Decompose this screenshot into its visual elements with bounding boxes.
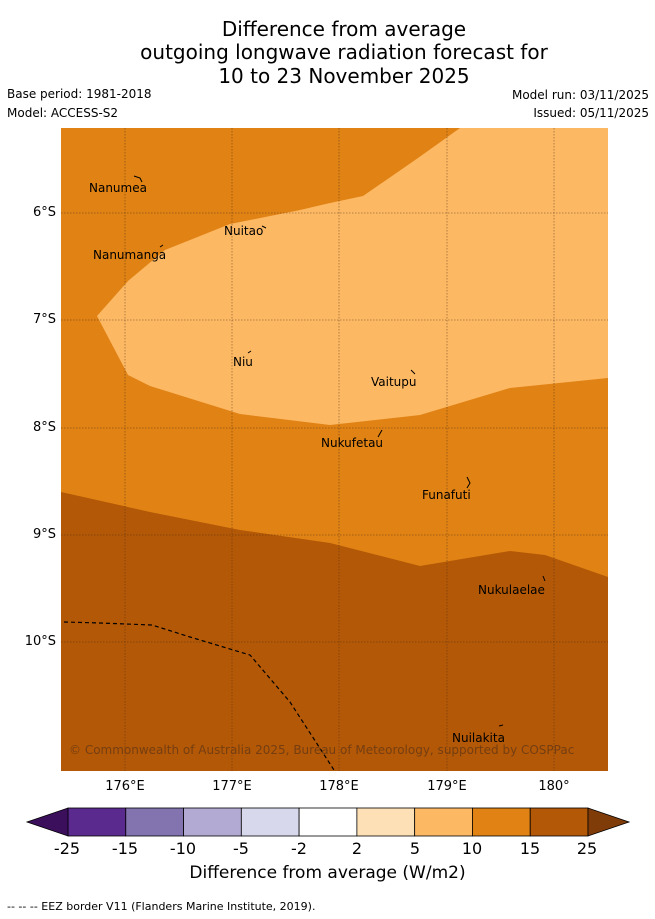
lat-label: 7°S bbox=[32, 312, 56, 327]
title-line-2: outgoing longwave radiation forecast for bbox=[140, 40, 548, 64]
colorbar-swatch bbox=[472, 807, 531, 837]
place-labels: Nanumea Nuitao Nanumanga Niu Vaitupu Nuk… bbox=[89, 181, 545, 745]
place-label: Nanumea bbox=[89, 181, 147, 195]
place-label: Niu bbox=[233, 355, 253, 369]
island-nuitao bbox=[261, 225, 267, 229]
colorbar-swatch bbox=[125, 807, 184, 837]
colorbar-high-extension bbox=[587, 807, 631, 837]
colorbar-tick-label: -2 bbox=[291, 839, 307, 858]
place-label: Nuilakita bbox=[452, 731, 505, 745]
island-nukufetau bbox=[377, 429, 383, 438]
copyright-notice: © Commonwealth of Australia 2025, Bureau… bbox=[69, 743, 574, 757]
zone-5-10 bbox=[97, 128, 608, 425]
colorbar-tick-label: 10 bbox=[461, 839, 483, 858]
colorbar-swatch bbox=[356, 807, 416, 837]
map-gridlines bbox=[61, 128, 608, 771]
island-nuilakita bbox=[498, 724, 504, 727]
colorbar-swatch bbox=[298, 807, 358, 837]
colorbar-swatch bbox=[183, 807, 242, 837]
island-nukulaelae bbox=[542, 575, 546, 582]
zone-15-25 bbox=[61, 492, 608, 771]
colorbar-tick-label: -15 bbox=[111, 839, 139, 858]
colorbar-tick-label: -10 bbox=[169, 839, 197, 858]
eez-border-line bbox=[63, 621, 335, 771]
lon-label: 176°E bbox=[105, 779, 145, 794]
colorbar-tick-label: 25 bbox=[576, 839, 598, 858]
colorbar-tick-label: -25 bbox=[53, 839, 81, 858]
base-period: Base period: 1981-2018 bbox=[7, 87, 152, 101]
colorbar-title: Difference from average (W/m2) bbox=[189, 863, 466, 883]
model-run: Model run: 03/11/2025 bbox=[511, 88, 649, 102]
colorbar-tick-label: 2 bbox=[351, 839, 363, 858]
island-funafuti bbox=[466, 476, 471, 489]
colorbar-tick-label: 5 bbox=[409, 839, 421, 858]
colorbar-swatch bbox=[240, 807, 300, 837]
island-outlines bbox=[133, 175, 546, 727]
place-label: Funafuti bbox=[422, 488, 471, 502]
place-label: Nanumanga bbox=[93, 248, 166, 262]
lon-label: 180° bbox=[538, 779, 570, 794]
place-label: Nuitao bbox=[224, 224, 263, 238]
colorbar-low-extension bbox=[25, 807, 69, 837]
island-nanumea bbox=[133, 175, 143, 183]
colorbar-tick-label: 15 bbox=[519, 839, 541, 858]
colorbar-swatch bbox=[67, 807, 127, 837]
lat-label: 9°S bbox=[32, 527, 56, 542]
colorbar bbox=[25, 807, 631, 837]
map-plot-area: Nanumea Nuitao Nanumanga Niu Vaitupu Nuk… bbox=[61, 128, 608, 771]
lat-label: 10°S bbox=[24, 634, 56, 649]
island-nanumanga bbox=[159, 244, 164, 248]
colorbar-tick-label: -5 bbox=[233, 839, 249, 858]
colorbar-swatch bbox=[529, 807, 589, 837]
place-label: Nukufetau bbox=[321, 436, 383, 450]
model-name: Model: ACCESS-S2 bbox=[7, 106, 119, 120]
lon-label: 179°E bbox=[427, 779, 467, 794]
lat-label: 8°S bbox=[32, 420, 56, 435]
title-line-3: 10 to 23 November 2025 bbox=[218, 64, 470, 88]
place-label: Nukulaelae bbox=[478, 583, 545, 597]
island-vaitupu bbox=[410, 369, 416, 375]
lon-label: 177°E bbox=[212, 779, 252, 794]
eez-border-note: -- -- -- EEZ border V11 (Flanders Marine… bbox=[7, 900, 316, 913]
place-label: Vaitupu bbox=[371, 375, 417, 389]
title-line-1: Difference from average bbox=[221, 17, 467, 41]
lat-label: 6°S bbox=[32, 205, 56, 220]
issued-date: Issued: 05/11/2025 bbox=[533, 106, 649, 120]
island-niu bbox=[247, 350, 252, 354]
colorbar-swatch bbox=[414, 807, 473, 837]
lon-label: 178°E bbox=[319, 779, 359, 794]
